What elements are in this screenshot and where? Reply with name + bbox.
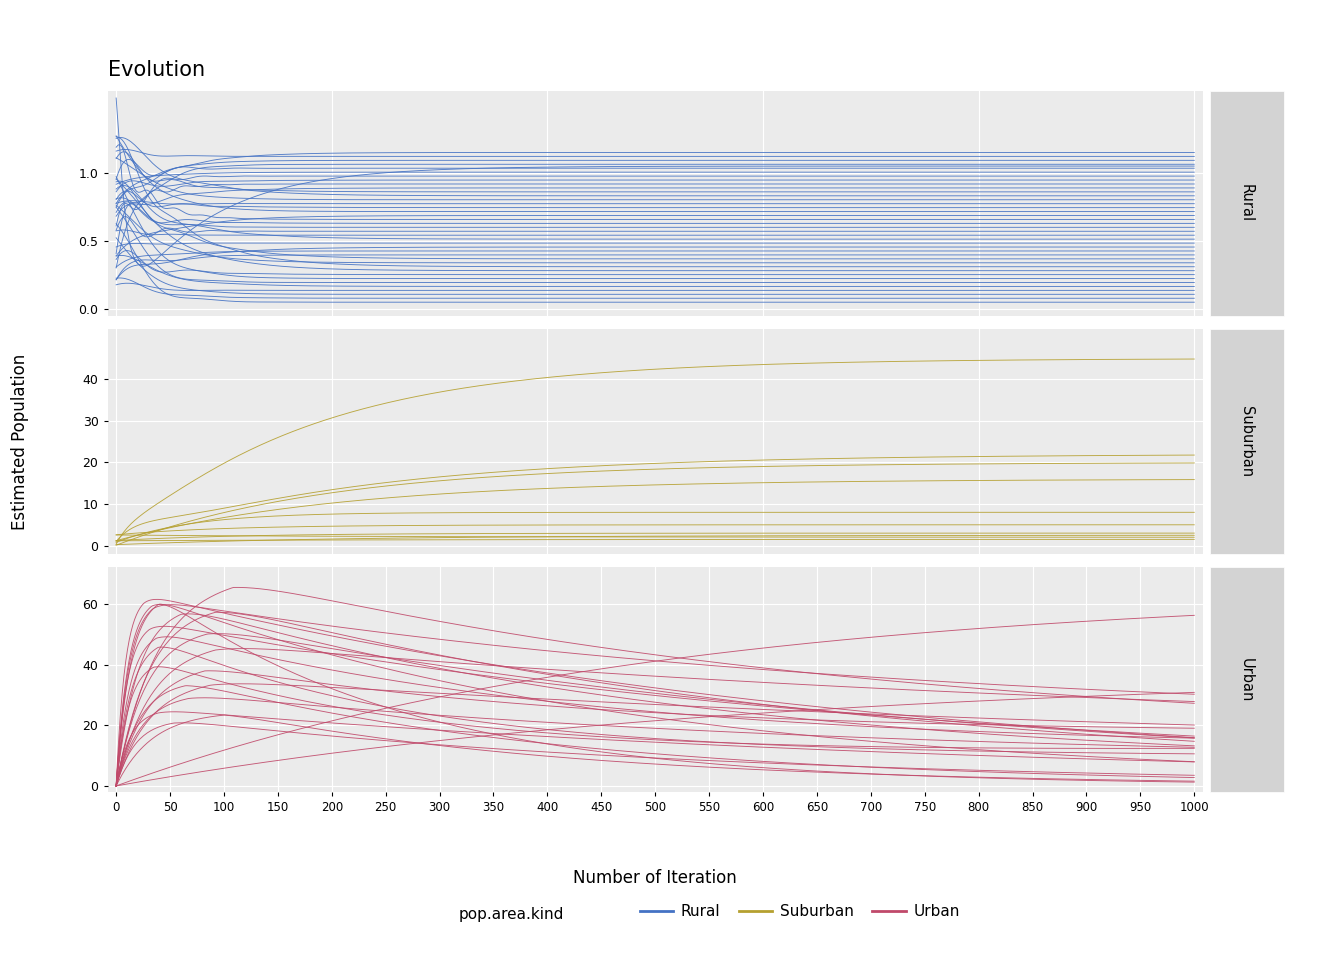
Text: Number of Iteration: Number of Iteration — [574, 870, 737, 887]
Text: Estimated Population: Estimated Population — [11, 353, 30, 530]
Text: pop.area.kind: pop.area.kind — [460, 907, 564, 923]
Text: Urban: Urban — [1239, 658, 1254, 702]
Legend: Rural, Suburban, Urban: Rural, Suburban, Urban — [633, 899, 966, 925]
Text: Rural: Rural — [1239, 184, 1254, 223]
Text: Suburban: Suburban — [1239, 406, 1254, 477]
Text: Evolution: Evolution — [108, 60, 204, 80]
